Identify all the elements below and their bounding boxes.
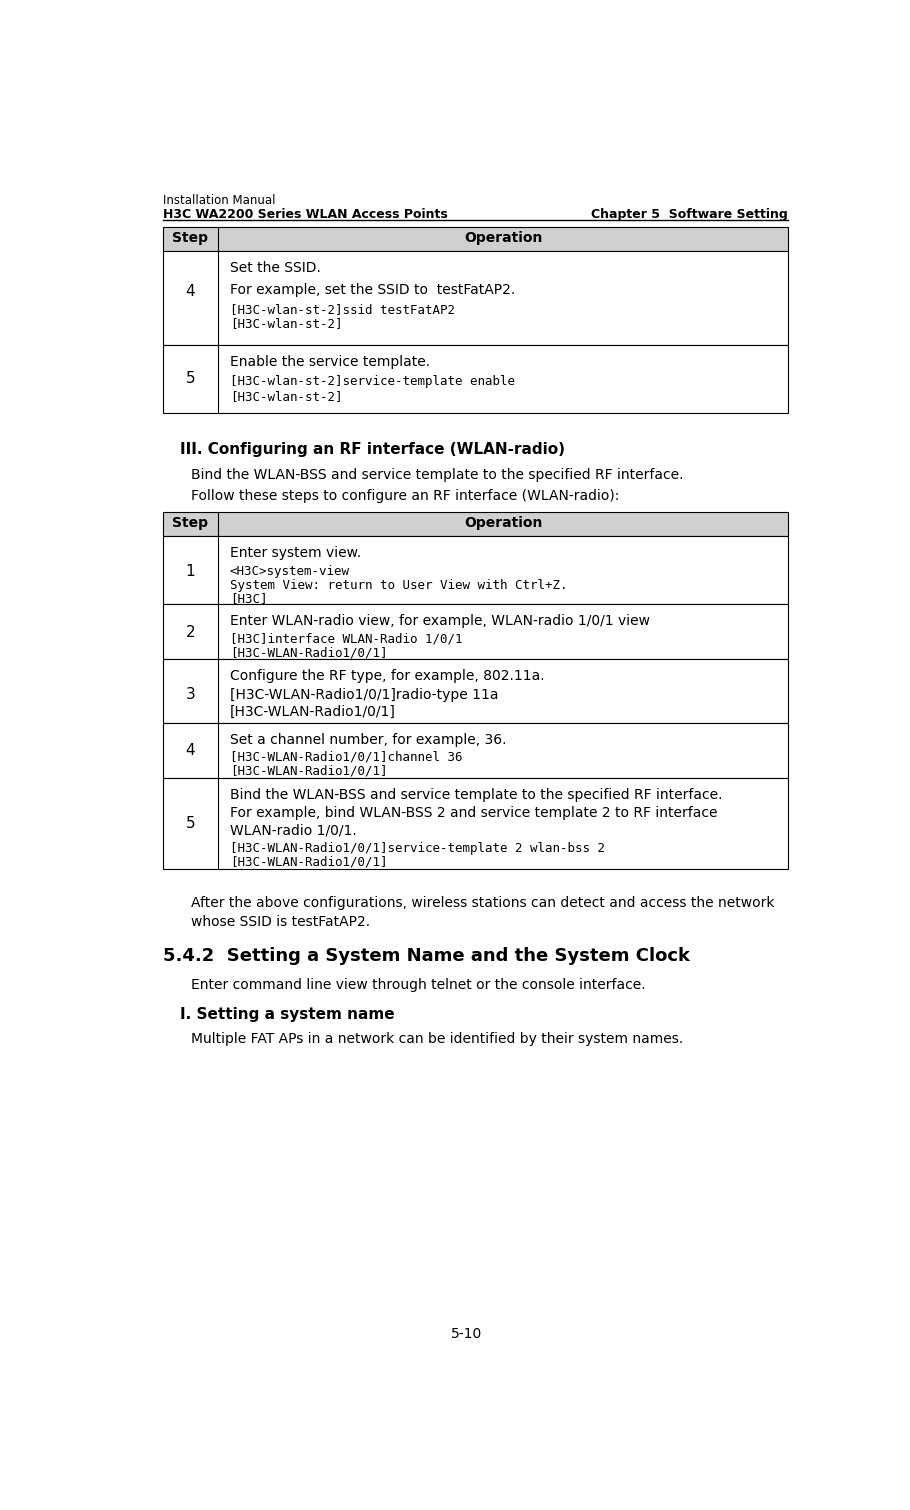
- Text: [H3C-WLAN-Radio1/0/1]: [H3C-WLAN-Radio1/0/1]: [230, 705, 396, 719]
- Text: 5: 5: [186, 817, 196, 832]
- Text: Enter WLAN-radio view, for example, WLAN-radio 1/0/1 view: Enter WLAN-radio view, for example, WLAN…: [230, 615, 650, 628]
- Text: Multiple FAT APs in a network can be identified by their system names.: Multiple FAT APs in a network can be ide…: [191, 1031, 683, 1046]
- Text: Bind the WLAN-BSS and service template to the specified RF interface.: Bind the WLAN-BSS and service template t…: [230, 788, 723, 802]
- Text: Step: Step: [173, 231, 208, 245]
- Text: Chapter 5  Software Setting: Chapter 5 Software Setting: [592, 208, 788, 220]
- Text: Set the SSID.: Set the SSID.: [230, 261, 321, 275]
- Bar: [163, 660, 788, 722]
- Text: <H3C>system-view: <H3C>system-view: [230, 565, 350, 578]
- Text: WLAN-radio 1/0/1.: WLAN-radio 1/0/1.: [230, 823, 357, 838]
- Text: Operation: Operation: [464, 231, 542, 245]
- Bar: [163, 722, 788, 778]
- Text: [H3C-WLAN-Radio1/0/1]channel 36: [H3C-WLAN-Radio1/0/1]channel 36: [230, 750, 462, 764]
- Text: Bind the WLAN-BSS and service template to the specified RF interface.: Bind the WLAN-BSS and service template t…: [191, 468, 683, 482]
- Text: [H3C]interface WLAN-Radio 1/0/1: [H3C]interface WLAN-Radio 1/0/1: [230, 633, 462, 645]
- Text: Step: Step: [173, 516, 208, 530]
- Text: 4: 4: [186, 284, 196, 299]
- Bar: [163, 512, 788, 536]
- Bar: [163, 536, 788, 604]
- Text: 5-10: 5-10: [450, 1327, 482, 1341]
- Text: Enter system view.: Enter system view.: [230, 547, 361, 560]
- Text: [H3C-WLAN-Radio1/0/1]service-template 2 wlan-bss 2: [H3C-WLAN-Radio1/0/1]service-template 2 …: [230, 843, 605, 855]
- Text: [H3C-wlan-st-2]: [H3C-wlan-st-2]: [230, 317, 342, 331]
- Bar: [163, 228, 788, 251]
- Text: [H3C-wlan-st-2]ssid testFatAP2: [H3C-wlan-st-2]ssid testFatAP2: [230, 304, 455, 316]
- Text: [H3C]: [H3C]: [230, 592, 268, 606]
- Bar: [163, 604, 788, 660]
- Text: For example, set the SSID to  testFatAP2.: For example, set the SSID to testFatAP2.: [230, 282, 515, 297]
- Text: whose SSID is testFatAP2.: whose SSID is testFatAP2.: [191, 915, 370, 929]
- Text: 1: 1: [186, 563, 196, 578]
- Text: [H3C-WLAN-Radio1/0/1]: [H3C-WLAN-Radio1/0/1]: [230, 856, 388, 868]
- Bar: [163, 778, 788, 868]
- Text: Follow these steps to configure an RF interface (WLAN-radio):: Follow these steps to configure an RF in…: [191, 489, 620, 503]
- Text: III. Configuring an RF interface (WLAN-radio): III. Configuring an RF interface (WLAN-r…: [179, 442, 564, 458]
- Text: H3C WA2200 Series WLAN Access Points: H3C WA2200 Series WLAN Access Points: [163, 208, 448, 220]
- Text: [H3C-WLAN-Radio1/0/1]: [H3C-WLAN-Radio1/0/1]: [230, 766, 388, 778]
- Text: [H3C-wlan-st-2]: [H3C-wlan-st-2]: [230, 390, 342, 403]
- Text: 4: 4: [186, 743, 196, 758]
- Text: Enable the service template.: Enable the service template.: [230, 355, 430, 370]
- Text: Set a channel number, for example, 36.: Set a channel number, for example, 36.: [230, 732, 507, 746]
- Text: Enter command line view through telnet or the console interface.: Enter command line view through telnet o…: [191, 978, 646, 992]
- Text: System View: return to User View with Ctrl+Z.: System View: return to User View with Ct…: [230, 578, 568, 592]
- Text: Operation: Operation: [464, 516, 542, 530]
- Text: 3: 3: [186, 687, 196, 702]
- Text: I. Setting a system name: I. Setting a system name: [179, 1007, 394, 1022]
- Text: For example, bind WLAN-BSS 2 and service template 2 to RF interface: For example, bind WLAN-BSS 2 and service…: [230, 806, 717, 820]
- Text: 5.4.2  Setting a System Name and the System Clock: 5.4.2 Setting a System Name and the Syst…: [163, 947, 690, 965]
- Text: 5: 5: [186, 370, 196, 385]
- Text: Configure the RF type, for example, 802.11a.: Configure the RF type, for example, 802.…: [230, 669, 544, 684]
- Bar: [163, 346, 788, 412]
- Text: After the above configurations, wireless stations can detect and access the netw: After the above configurations, wireless…: [191, 895, 774, 909]
- Text: [H3C-WLAN-Radio1/0/1]: [H3C-WLAN-Radio1/0/1]: [230, 646, 388, 660]
- Text: Installation Manual: Installation Manual: [163, 195, 275, 207]
- Text: [H3C-WLAN-Radio1/0/1]radio-type 11a: [H3C-WLAN-Radio1/0/1]radio-type 11a: [230, 689, 499, 702]
- Bar: [163, 251, 788, 346]
- Text: 2: 2: [186, 625, 196, 640]
- Text: [H3C-wlan-st-2]service-template enable: [H3C-wlan-st-2]service-template enable: [230, 376, 515, 388]
